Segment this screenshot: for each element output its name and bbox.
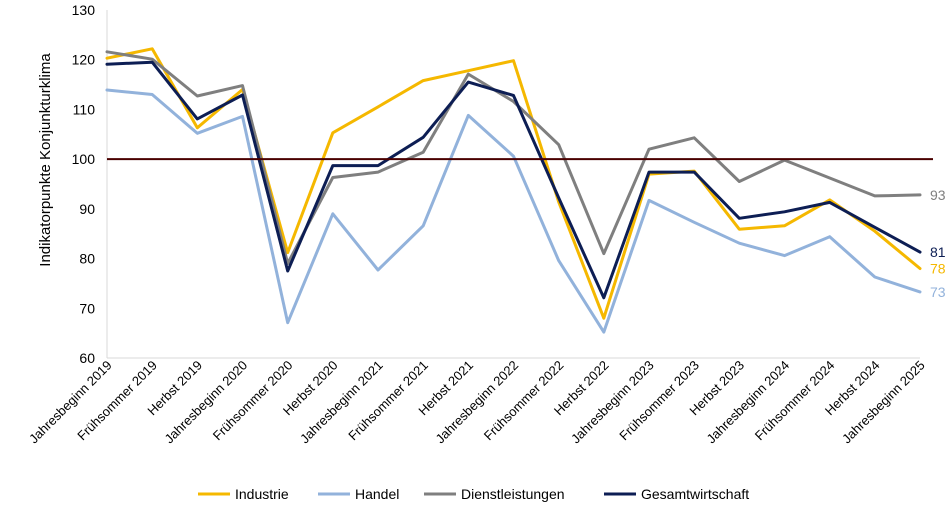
end-label-dienstleistungen: 93 (930, 187, 946, 203)
end-labels: 78 73 93 81 (930, 187, 946, 300)
x-tick-label: Jahresbeginn 2021 (297, 358, 386, 447)
end-label-handel: 73 (930, 284, 946, 300)
x-tick-label: Frühsommer 2023 (616, 358, 702, 444)
y-tick-label: 110 (73, 101, 96, 117)
y-tick-label: 130 (72, 2, 96, 18)
end-label-industrie: 78 (930, 261, 946, 277)
y-tick-label: 70 (79, 300, 95, 316)
legend-label-industrie: Industrie (235, 486, 289, 502)
x-tick-label: Jahresbeginn 2019 (26, 358, 115, 447)
series-lines (105, 47, 933, 334)
y-tick-label: 100 (72, 151, 96, 167)
legend: Industrie Handel Dienstleistungen Gesamtwir… (198, 486, 749, 502)
x-tick-label: Jahresbeginn 2023 (568, 358, 657, 447)
legend-label-dienstleistungen: Dienstleistungen (461, 486, 565, 502)
y-tick-label: 60 (79, 350, 95, 366)
legend-label-gesamtwirtschaft: Gesamtwirtschaft (641, 486, 749, 502)
series-line-gesamtwirtschaft (105, 60, 922, 300)
end-label-gesamtwirtschaft: 81 (930, 244, 946, 260)
y-axis: 60 70 80 90 100 110 120 130 (72, 2, 108, 366)
y-tick-label: 80 (79, 251, 95, 267)
x-tick-label: Frühsommer 2020 (210, 358, 296, 444)
y-tick-label: 90 (79, 201, 95, 217)
x-tick-label: Jahresbeginn 2022 (432, 358, 521, 447)
x-tick-label: Frühsommer 2024 (752, 358, 838, 444)
y-tick-label: 120 (72, 52, 96, 68)
x-tick-label: Frühsommer 2019 (74, 358, 160, 444)
x-tick-label: Frühsommer 2021 (345, 358, 431, 444)
x-tick-label: Jahresbeginn 2024 (703, 358, 792, 447)
x-tick-label: Frühsommer 2022 (481, 358, 567, 444)
series-line-handel (105, 88, 922, 334)
legend-label-handel: Handel (355, 486, 399, 502)
x-tick-label: Jahresbeginn 2025 (839, 358, 928, 447)
y-axis-title: Indikatorpunkte Konjunkturklima (37, 53, 54, 267)
x-tick-label: Jahresbeginn 2020 (161, 358, 250, 447)
